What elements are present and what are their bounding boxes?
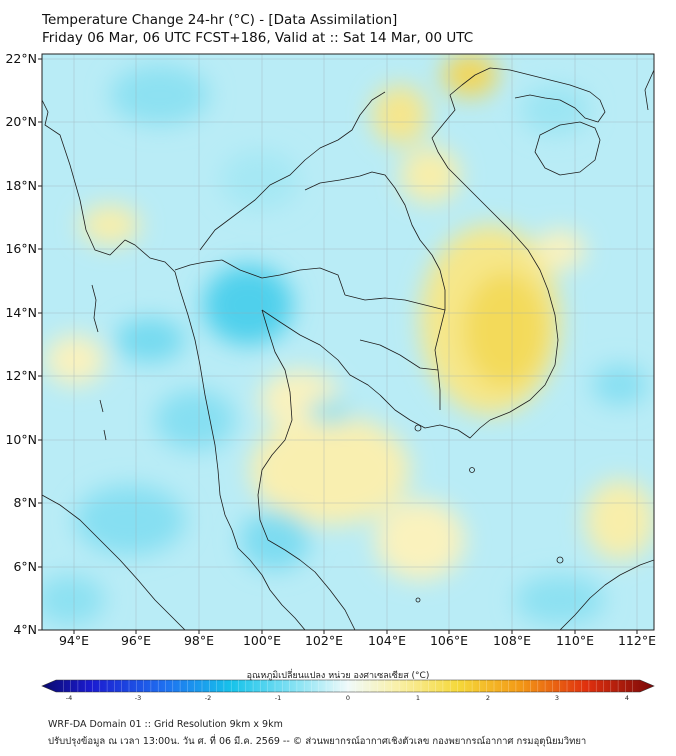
axis-ticks bbox=[38, 58, 638, 634]
lat-label: 8°N bbox=[13, 495, 37, 510]
lon-label: 106°E bbox=[430, 633, 468, 648]
lon-label: 100°E bbox=[243, 633, 281, 648]
colorbar-title: อุณหภูมิเปลี่ยนแปลง หน่วย องศาเซลเซียส (… bbox=[246, 671, 430, 681]
colorbar-tick-label: -3 bbox=[135, 694, 141, 702]
colorbar-divisions bbox=[63, 680, 633, 692]
lon-label: 104°E bbox=[368, 633, 406, 648]
lon-label: 96°E bbox=[121, 633, 151, 648]
map-frame bbox=[41, 53, 655, 631]
colorbar-tick-label: 1 bbox=[416, 694, 420, 702]
colorbar-tick-label: 0 bbox=[346, 694, 350, 702]
lat-label: 10°N bbox=[5, 432, 37, 447]
colorbar-tick-label: -4 bbox=[66, 694, 72, 702]
coastlines-and-borders bbox=[42, 67, 654, 630]
lat-label: 20°N bbox=[5, 114, 37, 129]
lat-label: 4°N bbox=[13, 622, 37, 637]
lat-label: 22°N bbox=[5, 51, 37, 66]
lon-label: 112°E bbox=[618, 633, 656, 648]
lon-label: 110°E bbox=[556, 633, 594, 648]
lon-label: 108°E bbox=[493, 633, 531, 648]
footer-model-info: WRF-DA Domain 01 :: Grid Resolution 9km … bbox=[48, 719, 283, 730]
temperature-field bbox=[42, 54, 654, 630]
colorbar-tick-label: 4 bbox=[625, 694, 629, 702]
colorbar-tick-label: 3 bbox=[555, 694, 559, 702]
lat-label: 14°N bbox=[5, 305, 37, 320]
lat-label: 16°N bbox=[5, 241, 37, 256]
lat-label: 12°N bbox=[5, 368, 37, 383]
map-subtitle: Friday 06 Mar, 06 UTC FCST+186, Valid at… bbox=[42, 30, 474, 46]
map-gridlines bbox=[42, 54, 654, 630]
colorbar: -4 -3 -2 -1 0 1 2 3 4 bbox=[41, 679, 655, 702]
colorbar-tick-label: 2 bbox=[486, 694, 490, 702]
map-title: Temperature Change 24-hr (°C) - [Data As… bbox=[42, 12, 398, 28]
lon-label: 94°E bbox=[59, 633, 89, 648]
colorbar-tick-label: -2 bbox=[205, 694, 211, 702]
lat-label: 6°N bbox=[13, 559, 37, 574]
lon-label: 102°E bbox=[305, 633, 343, 648]
footer-credit: ปรับปรุงข้อมูล ณ เวลา 13:00น. วัน ศ. ที่… bbox=[48, 736, 587, 747]
colorbar-tick-label: -1 bbox=[275, 694, 281, 702]
lon-label: 98°E bbox=[184, 633, 214, 648]
lat-label: 18°N bbox=[5, 178, 37, 193]
